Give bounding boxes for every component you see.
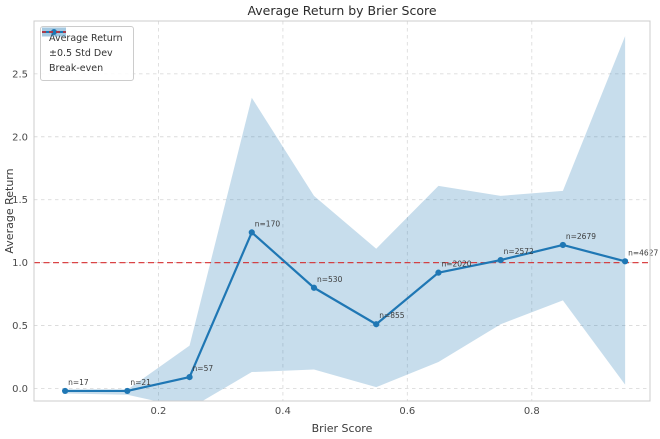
point-count-label: n=2572 [504,247,534,256]
legend-label-std-dev: ±0.5 Std Dev [49,48,113,59]
legend-breakeven-swatch [42,31,66,33]
legend-band-swatch [42,27,66,37]
chart-title: Average Return by Brier Score [247,3,436,18]
data-point-marker [186,373,193,381]
x-tick-label: 0.4 [275,406,291,417]
annotation-layer: n=17 n=21 n=57 n=170 n=530 n=855 n=2020 n=2572 n… [68,219,658,387]
data-point-marker [62,387,69,395]
point-count-label: n=170 [255,219,281,228]
data-point-marker [559,241,566,249]
band-layer [65,36,626,401]
marker-layer [62,229,629,395]
x-tick-label: 0.2 [150,406,166,417]
y-axis-label: Average Return [3,168,16,253]
legend: Average Return ±0.5 Std Dev Break-even [40,26,134,81]
point-count-label: n=855 [379,311,405,320]
y-tick-label: 2.5 [12,69,28,80]
data-point-marker [497,256,504,264]
y-tick-label: 1.5 [12,195,28,206]
point-count-label: n=2679 [566,232,596,241]
std-dev-band [65,36,626,401]
point-count-label: n=57 [193,364,214,373]
plot-border [33,20,651,402]
point-count-label: n=4627 [628,248,658,257]
y-tick-label: 0.0 [12,384,28,395]
point-count-label: n=2020 [441,260,471,269]
x-tick-label: 0.6 [399,406,415,417]
data-point-marker [248,229,255,236]
data-point-marker [373,321,380,328]
tick-layer: 0.2 0.4 0.6 0.8 0.0 0.5 1.0 1.5 2.0 2.5 [12,69,540,417]
legend-item-std-dev: ±0.5 Std Dev [42,27,123,59]
legend-item-break-even: Break-even [42,31,123,74]
x-tick-label: 0.8 [524,406,540,417]
data-point-marker [622,258,629,265]
x-axis-label: Brier Score [312,422,373,435]
legend-label-average-return: Average Return [49,33,123,44]
data-point-marker [435,269,442,276]
point-count-label: n=530 [317,275,343,284]
y-tick-label: 1.0 [12,258,28,269]
data-point-marker [124,387,131,395]
point-count-label: n=21 [130,378,151,387]
y-tick-label: 0.5 [12,321,28,332]
line-layer [64,231,627,393]
legend-label-break-even: Break-even [49,63,104,74]
average-return-line [64,231,627,393]
point-count-label: n=17 [68,378,89,387]
data-point-marker [310,284,318,291]
y-tick-label: 2.0 [12,132,28,143]
